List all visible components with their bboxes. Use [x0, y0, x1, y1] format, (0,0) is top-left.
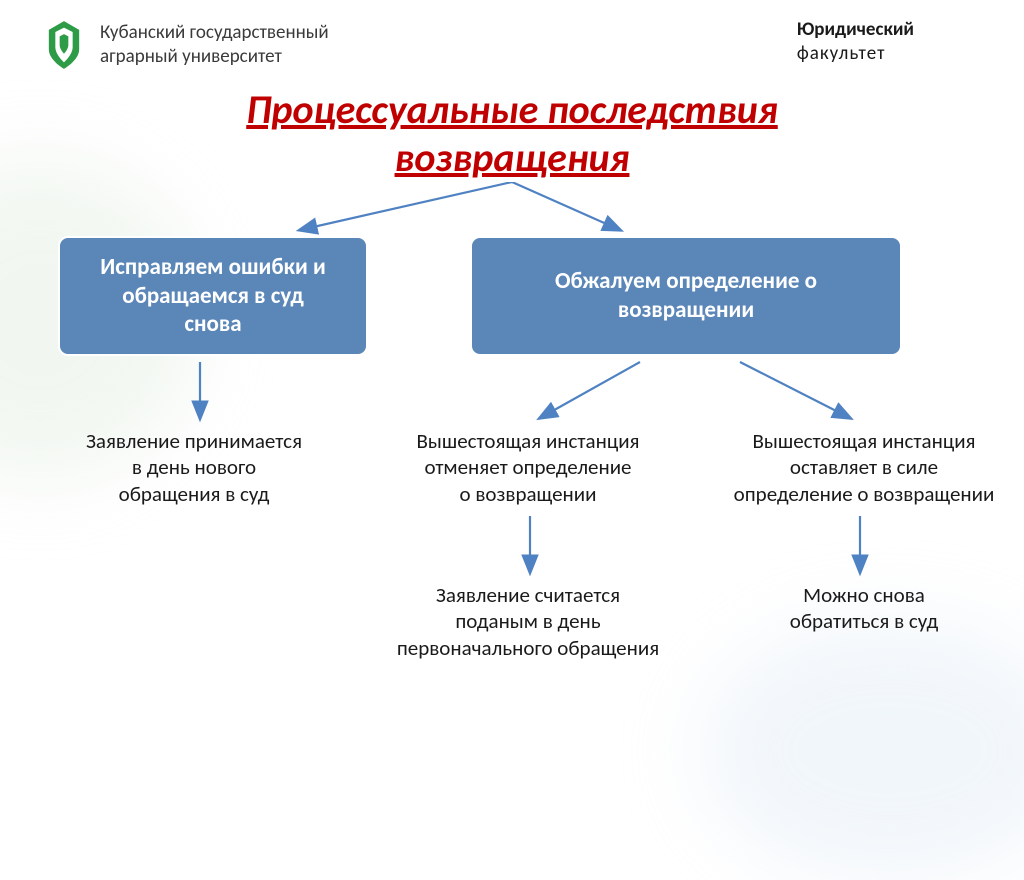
tn-c-l1: Вышестоящая инстанция: [714, 428, 1014, 454]
tn-a-l3: обращения в суд: [40, 481, 348, 507]
box-right-l2: возвращении: [555, 296, 817, 325]
tn-b-l1: Вышестоящая инстанция: [378, 428, 678, 454]
faculty-line1: Юридический: [797, 18, 914, 42]
tn-d-l2: поданым в день: [362, 608, 694, 634]
slide-title: Процессуальные последствия возвращения: [0, 86, 1024, 182]
box-left-l1: Исправляем ошибки и: [100, 253, 326, 282]
outcome-higher-cancels: Вышестоящая инстанция отменяет определен…: [378, 428, 678, 507]
tn-a-l1: Заявление принимается: [40, 428, 348, 454]
tn-e-l2: обратиться в суд: [740, 608, 988, 634]
title-line2: возвращения: [0, 134, 1024, 182]
tn-c-l2: оставляет в силе: [714, 454, 1014, 480]
university-line2: аграрный университет: [100, 45, 329, 69]
header: Кубанский государственный аграрный униве…: [0, 0, 1024, 72]
title-line1: Процессуальные последствия: [0, 86, 1024, 134]
outcome-accepted-new-day: Заявление принимается в день нового обра…: [40, 428, 348, 507]
faculty-line2: факультет: [797, 42, 914, 66]
tn-e-l1: Можно снова: [740, 582, 988, 608]
faculty-name: Юридический факультет: [797, 18, 914, 66]
outcome-higher-keeps: Вышестоящая инстанция оставляет в силе о…: [714, 428, 1014, 507]
box-right-l1: Обжалуем определение о: [555, 267, 817, 296]
box-appeal: Обжалуем определение о возвращении: [470, 236, 902, 356]
box-fix-errors: Исправляем ошибки и обращаемся в суд сно…: [58, 236, 368, 356]
box-left-l3: снова: [100, 310, 326, 339]
header-left: Кубанский государственный аграрный униве…: [40, 18, 329, 72]
university-line1: Кубанский государственный: [100, 21, 329, 45]
box-left-l2: обращаемся в суд: [100, 282, 326, 311]
university-name: Кубанский государственный аграрный униве…: [100, 21, 329, 69]
result-deemed-filed-original-day: Заявление считается поданым в день перво…: [362, 582, 694, 661]
tn-d-l1: Заявление считается: [362, 582, 694, 608]
diagram-stage: Исправляем ошибки и обращаемся в суд сно…: [0, 182, 1024, 742]
university-logo: [40, 18, 88, 72]
tn-d-l3: первоначального обращения: [362, 635, 694, 661]
tn-b-l3: о возвращении: [378, 481, 678, 507]
tn-c-l3: определение о возвращении: [714, 481, 1014, 507]
tn-a-l2: в день нового: [40, 454, 348, 480]
result-can-apply-again: Можно снова обратиться в суд: [740, 582, 988, 635]
tn-b-l2: отменяет определение: [378, 454, 678, 480]
